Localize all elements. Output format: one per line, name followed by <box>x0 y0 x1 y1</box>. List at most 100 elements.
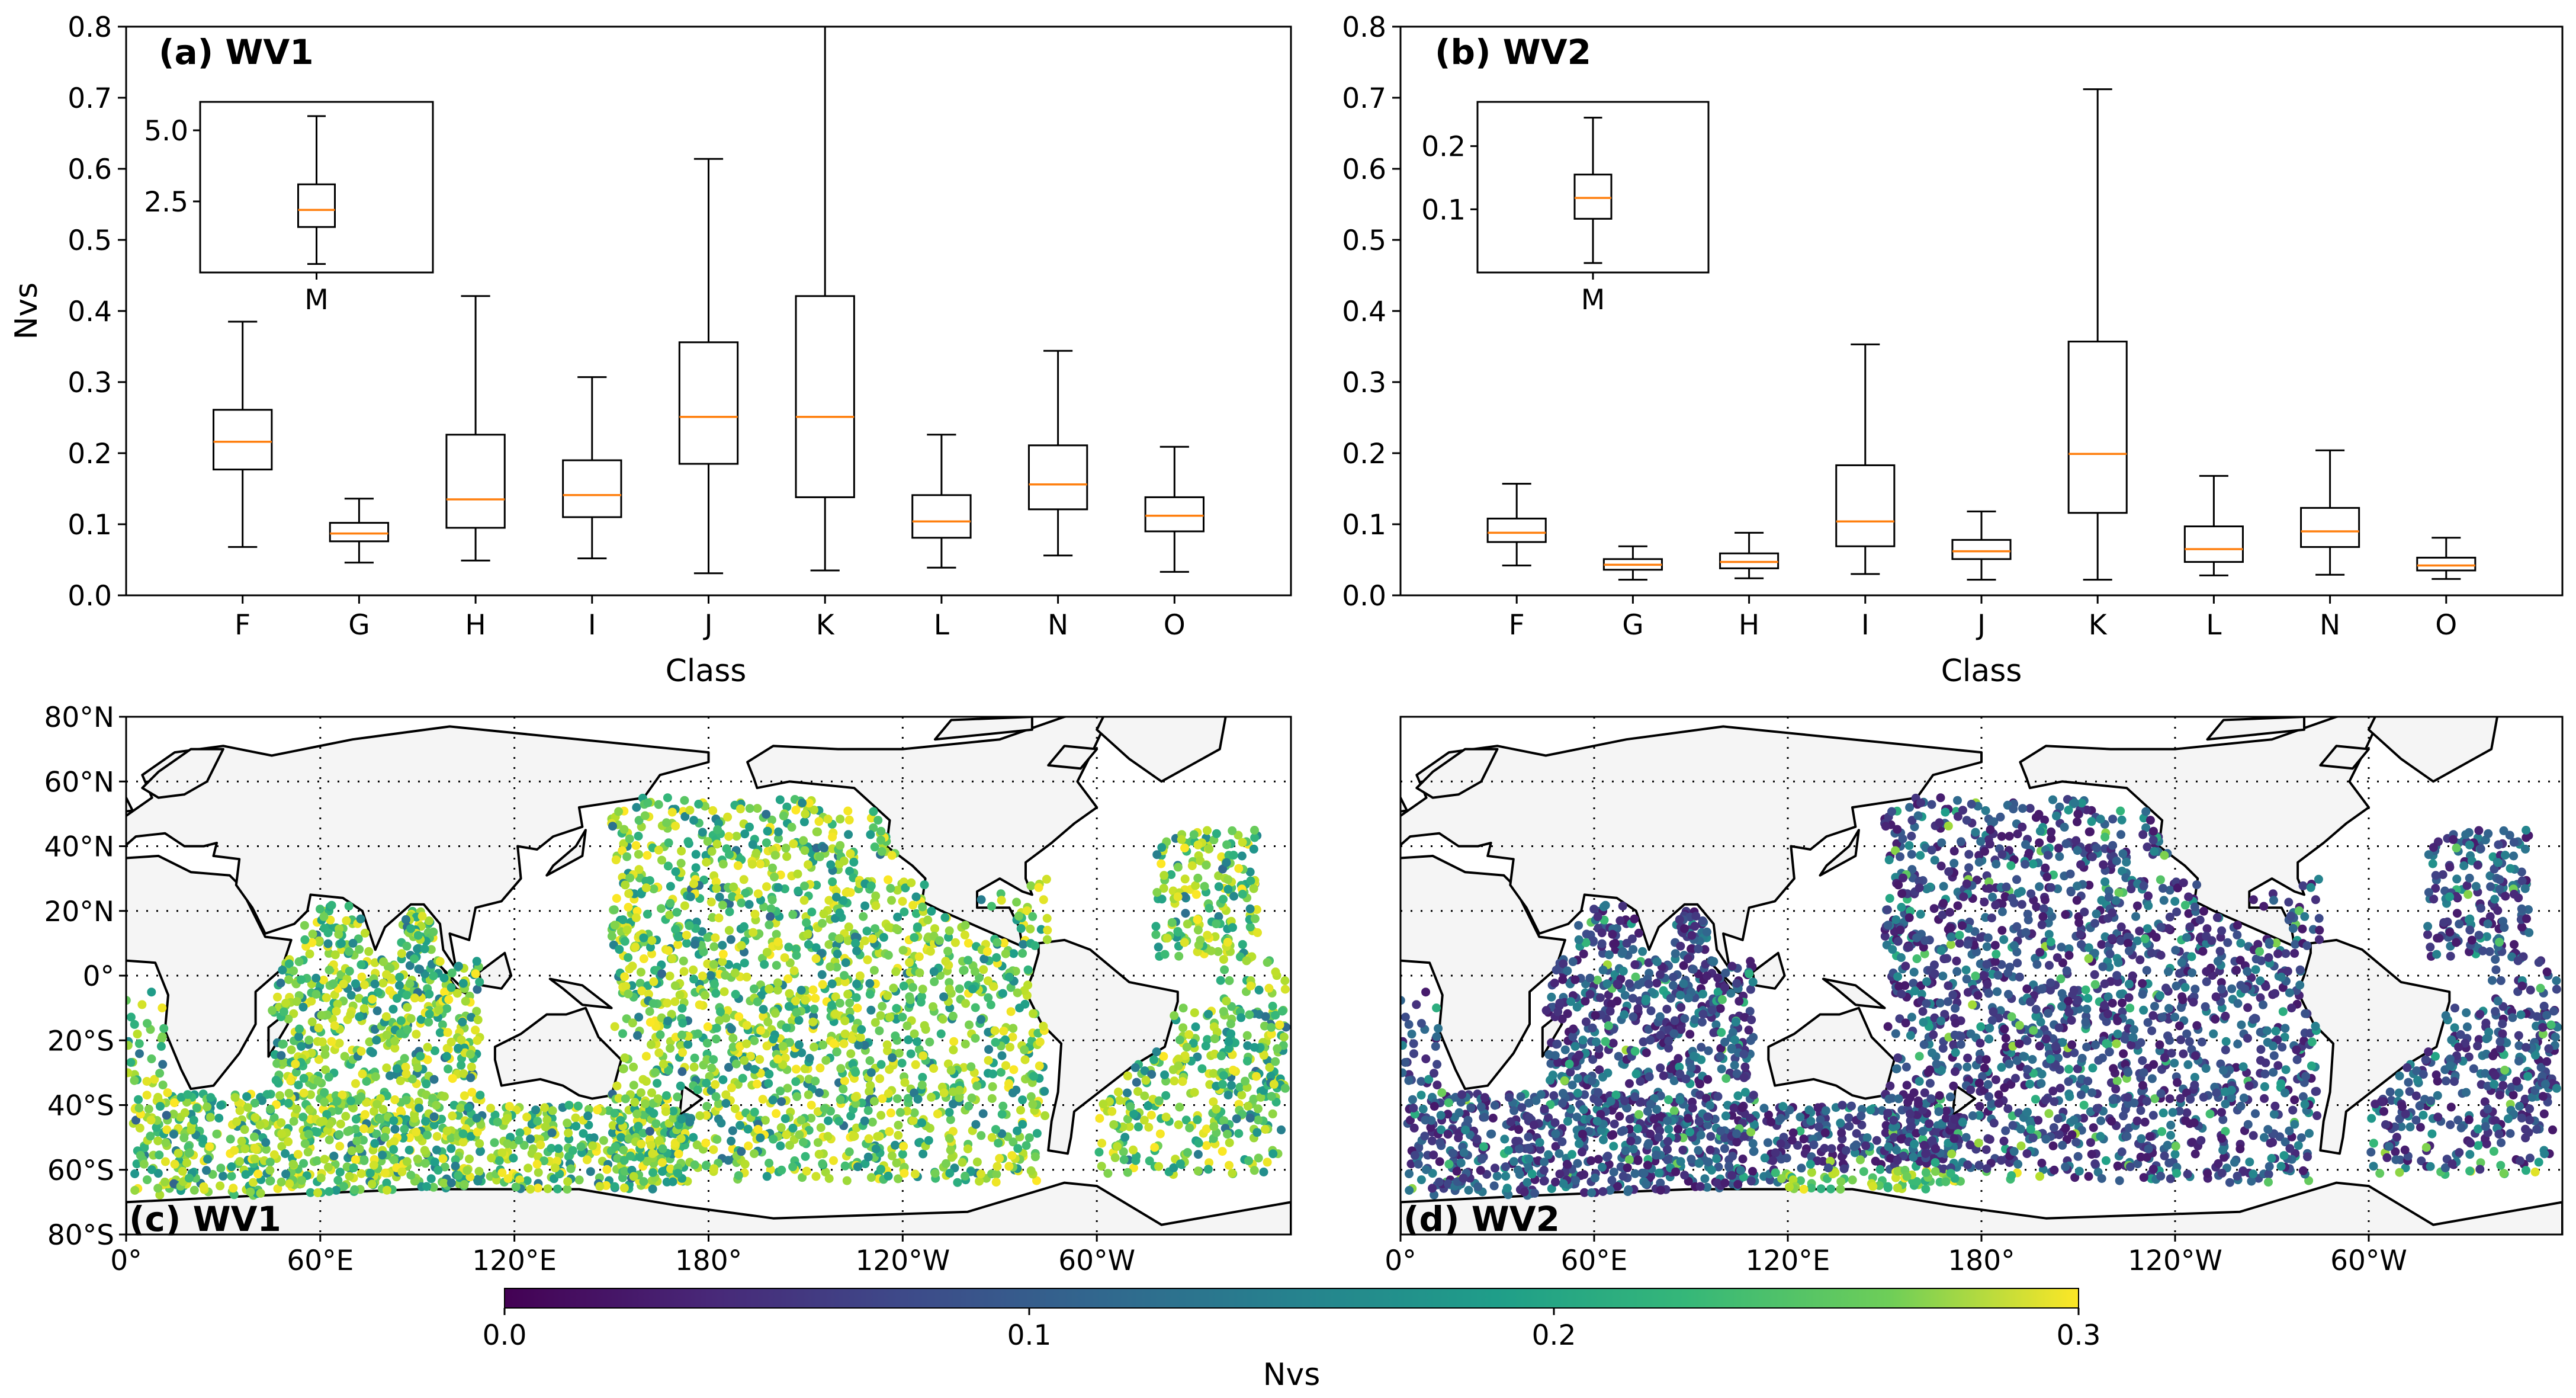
panel-c-point <box>807 1101 816 1110</box>
panel-d-point <box>1687 1155 1696 1164</box>
panel-c-point <box>474 1166 484 1176</box>
panel-d-point <box>1610 1120 1619 1128</box>
panel-c-point <box>412 1127 421 1137</box>
panel-c-point <box>710 980 719 989</box>
panel-c-point <box>1189 1038 1198 1048</box>
panel-c-point <box>815 1063 825 1073</box>
panel-c-point <box>727 1083 736 1092</box>
panel-b-boxes <box>1486 88 2477 581</box>
panel-c-point <box>826 962 835 971</box>
panel-c-point <box>476 1091 485 1100</box>
panel-c-point <box>1242 1031 1252 1040</box>
panel-c-point <box>619 1146 628 1155</box>
panel-c-point <box>978 1109 988 1118</box>
panel-c-point <box>351 979 360 989</box>
panel-d-point <box>1531 1096 1541 1105</box>
panel-c-point <box>908 983 917 992</box>
panel-c-point <box>1203 931 1212 940</box>
panel-d-point <box>1546 1076 1555 1085</box>
panel-c-point <box>1193 1166 1203 1176</box>
panel-c-point <box>311 990 321 999</box>
panel-c-point <box>571 1113 580 1123</box>
panel-a-xtick-label: J <box>703 609 713 642</box>
panel-c-point <box>654 845 663 855</box>
panel-d-point <box>1711 1020 1721 1030</box>
panel-c-point <box>624 889 634 899</box>
panel-c-point <box>1254 985 1264 995</box>
panel-d-point <box>1443 1110 1453 1119</box>
panel-c-point <box>444 995 454 1004</box>
panel-c-point <box>364 947 374 956</box>
panel-c-point <box>812 880 821 890</box>
panel-c-point <box>155 1069 165 1078</box>
panel-c-point <box>843 936 853 945</box>
panel-c-point <box>522 1176 532 1185</box>
panel-c-point <box>723 812 733 822</box>
panel-d-point <box>1472 1134 1482 1144</box>
panel-c-point <box>297 975 306 985</box>
panel-d-point <box>1625 1114 1634 1124</box>
panel-c-point <box>1260 1021 1269 1031</box>
panel-c-point <box>984 1028 993 1037</box>
panel-c-point <box>899 1142 908 1151</box>
panel-b-xtick-label: O <box>2435 609 2457 642</box>
panel-c-ytick-label: 80°S <box>47 1219 114 1252</box>
panel-c-point <box>269 1113 279 1123</box>
panel-c-point <box>843 806 853 816</box>
panel-c-point <box>748 840 757 849</box>
panel-c-point <box>307 996 316 1006</box>
panel-a-xtick-label: K <box>816 609 835 642</box>
panel-d-point <box>1506 1117 1515 1127</box>
panel-c-point <box>397 1167 407 1176</box>
panel-c-point <box>415 964 425 974</box>
panel-c-point <box>162 1111 171 1120</box>
panel-c-point <box>1095 1114 1104 1123</box>
panel-d-point <box>1592 1117 1602 1126</box>
panel-c-point <box>647 1140 656 1150</box>
panel-c-point <box>355 945 364 954</box>
panel-c-point <box>380 1133 390 1142</box>
panel-c-point <box>416 1051 425 1061</box>
d-land-britain <box>1401 796 1408 813</box>
panel-d-point <box>1639 1037 1648 1047</box>
panel-c-point <box>676 1134 686 1143</box>
d-land-europe-north <box>1415 748 1499 799</box>
panel-c-point <box>429 927 438 937</box>
panel-c-point <box>1194 1139 1203 1148</box>
panel-c-point <box>588 1141 598 1150</box>
panel-c-point <box>457 1060 466 1070</box>
panel-d-point <box>1476 1102 1486 1111</box>
panel-c-point <box>365 1037 374 1047</box>
panel-c-point <box>305 1105 314 1114</box>
panel-d-point <box>1529 1120 1538 1130</box>
panel-d-point <box>1568 1080 1577 1090</box>
panel-c-point <box>677 1067 687 1076</box>
panel-d-point <box>1703 971 1712 980</box>
panel-d-point <box>1436 1111 1446 1120</box>
panel-c-point <box>955 984 964 993</box>
panel-c-point <box>614 807 624 816</box>
panel-a-ytick-label: 0.1 <box>68 509 112 541</box>
panel-d-point <box>1421 1115 1430 1125</box>
panel-c-point <box>949 1099 958 1109</box>
panel-d-point <box>1746 1127 1756 1137</box>
panel-c-point <box>871 924 880 934</box>
panel-c-point <box>884 1089 893 1098</box>
panel-c-point <box>645 1127 654 1136</box>
panel-b-inset-xtick-label: M <box>1581 284 1605 316</box>
panel-d-point <box>1615 1111 1624 1121</box>
panel-c-point <box>735 804 745 814</box>
panel-d-point <box>1724 1162 1734 1171</box>
panel-c-point <box>831 992 840 1002</box>
panel-c-points <box>126 793 1291 1200</box>
panel-c-point <box>788 1162 798 1172</box>
panel-d-point <box>1720 1178 1730 1188</box>
panel-c-point <box>368 995 377 1004</box>
panel-a-box-K <box>795 25 855 572</box>
panel-c-point <box>273 1184 282 1194</box>
panel-c-point <box>649 977 659 986</box>
panel-c-point <box>632 906 642 916</box>
panel-c-point <box>341 1111 351 1121</box>
panel-c-point <box>671 925 680 934</box>
panel-b-box-L <box>2183 474 2244 576</box>
